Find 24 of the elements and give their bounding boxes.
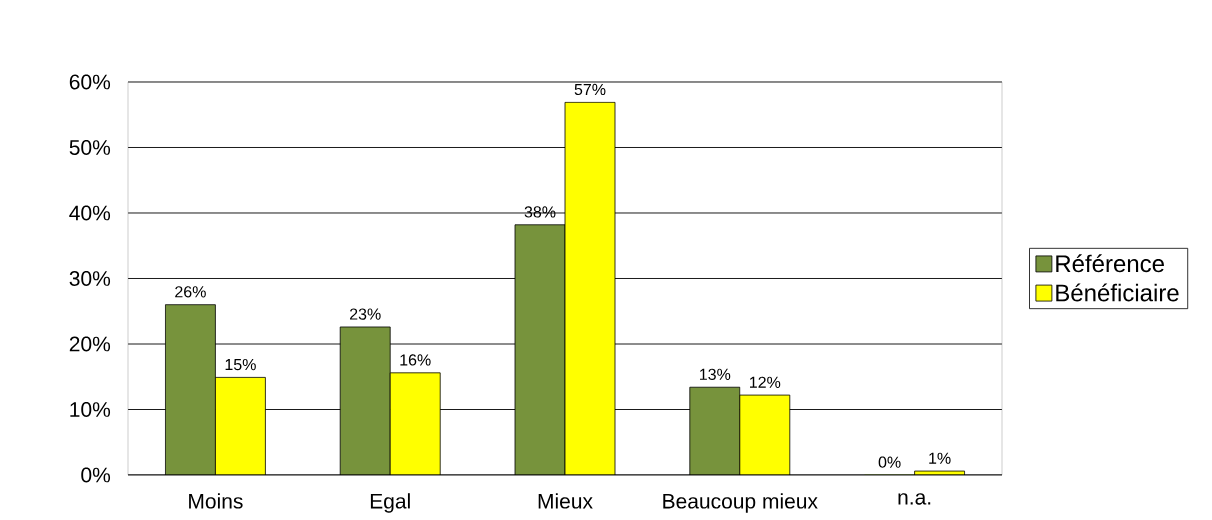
data-label: 38% <box>524 206 556 218</box>
data-label: 12% <box>750 376 781 388</box>
y-tick-label: 40% <box>69 205 111 221</box>
x-tick-label: n.a. <box>898 493 931 505</box>
data-label: 57% <box>574 83 606 96</box>
y-tick-label: 30% <box>69 271 111 286</box>
y-tick-label: 10% <box>70 402 111 417</box>
x-tick-label: Mieux <box>538 493 593 509</box>
y-tick-label: 20% <box>69 336 111 352</box>
data-label: 26% <box>175 286 206 298</box>
y-tick-label: 60% <box>69 74 111 90</box>
y-tick-label: 0% <box>81 467 111 483</box>
data-label: 1% <box>929 452 951 464</box>
data-label: 15% <box>225 358 256 371</box>
x-tick-label: Beaucoup mieux <box>663 493 818 513</box>
legend-label: Référence <box>1056 254 1164 273</box>
legend-label: Bénéficiaire <box>1056 283 1179 302</box>
data-label: 0% <box>878 456 901 468</box>
data-label: 13% <box>700 368 731 381</box>
x-tick-label: Moins <box>189 493 243 509</box>
data-label: 23% <box>349 308 381 320</box>
data-label: 16% <box>400 354 431 366</box>
y-tick-label: 50% <box>69 140 111 155</box>
x-tick-label: Egal <box>370 493 410 513</box>
